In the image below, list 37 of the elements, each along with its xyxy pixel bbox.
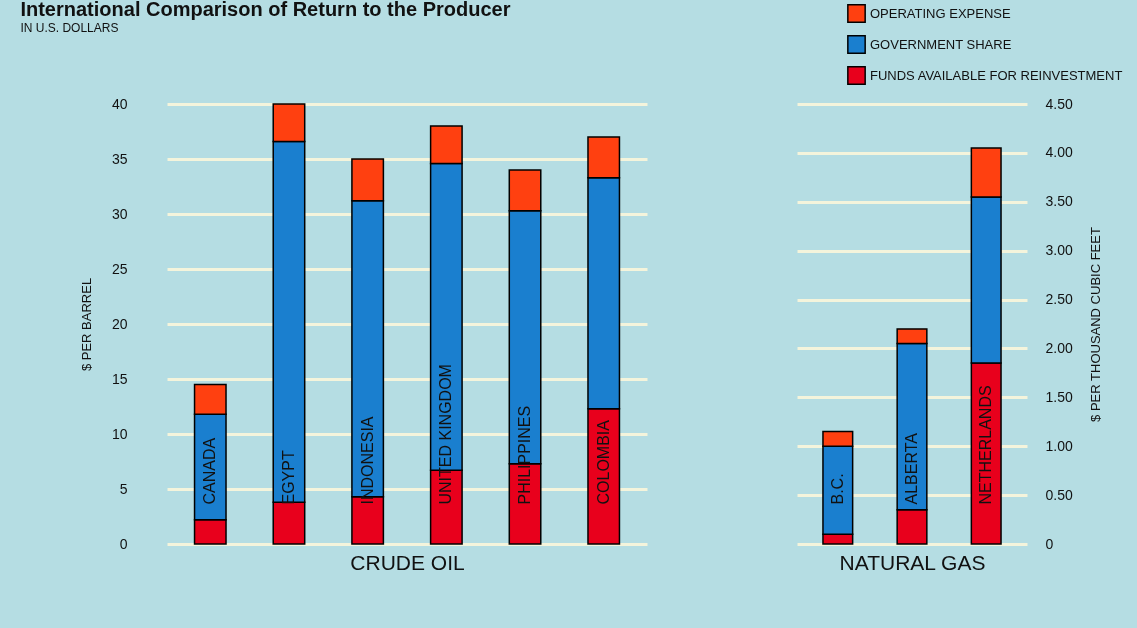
x-tick-label: INDONESIA — [358, 416, 376, 505]
y-tick-label: 15 — [111, 370, 128, 387]
x-tick-label: UNITED KINGDOM — [437, 364, 455, 505]
y-tick-label: 35 — [111, 150, 128, 167]
x-tick-label: NETHERLANDS — [977, 385, 995, 505]
y2-tick-label: 4.50 — [1045, 95, 1073, 112]
y-tick-label: 5 — [119, 480, 128, 497]
y-tick-label: 0 — [119, 535, 128, 552]
x-tick-label: CANADA — [201, 437, 219, 505]
y2-tick-label: 0 — [1045, 535, 1054, 552]
y2-tick-label: 0.50 — [1045, 486, 1073, 503]
y-tick-label: 20 — [111, 315, 128, 332]
y-tick-label: 10 — [111, 425, 128, 442]
x-tick-label: ALBERTA — [903, 432, 920, 505]
y-tick-label: 30 — [111, 205, 128, 222]
y2-tick-label: 2.50 — [1045, 291, 1073, 308]
chart-title: International Comparison of Return to the Producer — [20, 0, 511, 20]
x-tick-label: COLOMBIA — [594, 419, 612, 505]
legend-label: GOVERNMENT SHARE — [870, 36, 1012, 52]
y-tick-label: 25 — [111, 260, 128, 277]
legend-label: OPERATING EXPENSE — [870, 5, 1011, 21]
text: IN U.S. DOLLARS — [20, 21, 119, 35]
y2-tick-label: 2.00 — [1045, 339, 1073, 356]
x-tick-label: B.C. — [828, 473, 846, 505]
y2-tick-label: 1.00 — [1045, 437, 1073, 454]
legend-label: FUNDS AVAILABLE FOR REINVESTMENT — [870, 67, 1123, 83]
x-axis-title: NATURAL GAS — [839, 550, 986, 574]
y2-tick-label: 3.00 — [1045, 242, 1073, 259]
y-axis-title: $ PER BARREL — [78, 277, 94, 372]
x-axis-title: CRUDE OIL — [350, 550, 465, 574]
y2-tick-label: 4.00 — [1045, 144, 1073, 161]
y-tick-label: 40 — [111, 95, 128, 112]
y2-axis-title: $ PER THOUSAND CUBIC FEET — [1087, 227, 1103, 422]
x-tick-label: EGYPT — [279, 450, 297, 505]
y2-tick-label: 3.50 — [1045, 193, 1073, 210]
x-tick-label: PHILIPPINES — [516, 405, 534, 505]
y2-tick-label: 1.50 — [1045, 388, 1073, 405]
